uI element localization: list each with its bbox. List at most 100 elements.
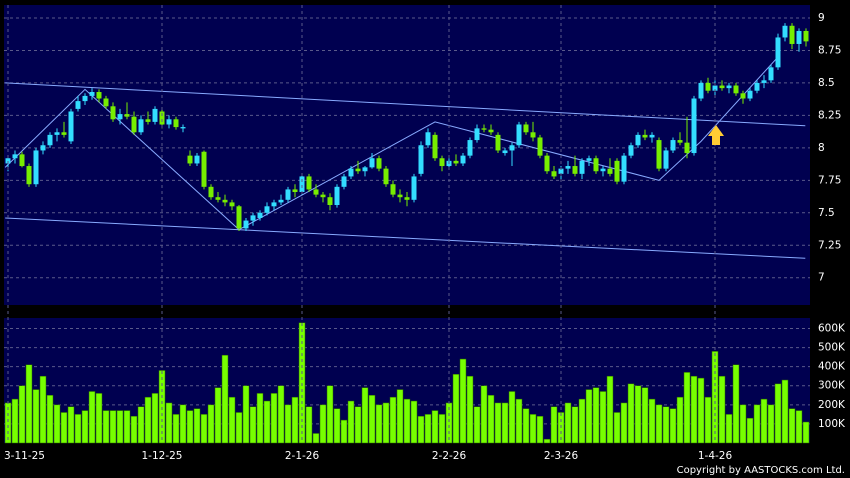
candle-body — [649, 134, 655, 138]
candle-body — [432, 134, 438, 159]
volume-bar — [207, 404, 215, 444]
volume-bar — [319, 404, 327, 444]
candle-body — [138, 119, 144, 133]
candle-body — [551, 171, 557, 177]
candle-body — [628, 145, 634, 156]
candle-body — [733, 85, 739, 94]
candle-body — [243, 220, 249, 229]
candle-body — [523, 124, 529, 133]
volume-bar — [32, 389, 40, 444]
candle-body — [236, 206, 242, 229]
volume-bar — [326, 385, 334, 444]
volume-bar — [235, 412, 243, 444]
volume-bar — [46, 395, 54, 444]
volume-bar — [585, 389, 593, 444]
candle-body — [516, 124, 522, 146]
candle-body — [320, 194, 326, 198]
volume-bar — [760, 398, 768, 444]
candle-body — [698, 82, 704, 99]
candle-body — [376, 158, 382, 169]
candle-body — [264, 206, 270, 213]
candle-body — [712, 85, 718, 91]
candle-body — [215, 197, 221, 200]
volume-bar — [298, 322, 306, 444]
volume-bar — [382, 402, 390, 444]
copyright: Copyright by AASTOCKS.com Ltd. — [677, 465, 845, 476]
volume-bar — [410, 400, 418, 444]
volume-bar — [158, 370, 166, 444]
candle-body — [103, 98, 109, 107]
y-tick-label: 7.5 — [818, 207, 835, 219]
candle-body — [782, 25, 788, 38]
candle-body — [145, 119, 151, 122]
volume-bar — [739, 404, 747, 444]
candle-body — [299, 176, 305, 193]
candle-body — [5, 158, 11, 164]
x-tick-label: 2-3-26 — [544, 450, 579, 462]
volume-bar — [466, 375, 474, 444]
candle-body — [614, 160, 620, 182]
volume-bar — [263, 400, 271, 444]
candle-body — [250, 215, 256, 221]
candle-body — [726, 85, 732, 89]
volume-bar — [543, 438, 551, 444]
candle-body — [201, 151, 207, 187]
candle-body — [383, 168, 389, 185]
y-tick-label: 400K — [818, 361, 846, 373]
candle-body — [40, 145, 46, 151]
candle-body — [229, 202, 235, 207]
volume-bar — [277, 385, 285, 444]
candle-body — [313, 189, 319, 195]
candle-body — [565, 166, 571, 169]
volume-bar — [522, 408, 530, 444]
volume-bar — [39, 375, 47, 444]
volume-bar — [788, 408, 796, 444]
volume-bar — [536, 416, 544, 444]
y-tick-label: 8.5 — [818, 77, 835, 89]
candle-body — [558, 168, 564, 174]
candle-body — [12, 154, 18, 159]
candle-body — [54, 132, 60, 135]
volume-bar — [753, 404, 761, 444]
y-tick-label: 500K — [818, 342, 846, 354]
candle-body — [173, 119, 179, 128]
volume-bar — [431, 410, 439, 444]
candle-body — [705, 82, 711, 91]
candle-body — [607, 168, 613, 174]
candle-body — [327, 197, 333, 205]
y-tick-label: 8 — [818, 142, 825, 154]
candle-body — [600, 168, 606, 172]
candle-body — [453, 160, 459, 164]
candle-body — [768, 67, 774, 81]
candle-body — [488, 129, 494, 133]
volume-bar — [347, 400, 355, 444]
volume-bar — [676, 396, 684, 444]
candle-body — [439, 158, 445, 167]
candle-body — [572, 166, 578, 174]
candle-body — [775, 37, 781, 68]
volume-bar — [795, 410, 803, 444]
candle-body — [481, 128, 487, 130]
candle-body — [754, 82, 760, 91]
volume-bar — [452, 374, 460, 444]
volume-bar — [648, 398, 656, 444]
volume-bar — [417, 416, 425, 444]
candle-body — [691, 98, 697, 154]
candle-body — [159, 111, 165, 125]
candle-body — [390, 184, 396, 195]
candle-body — [369, 158, 375, 168]
candle-body — [19, 154, 25, 167]
candle-body — [425, 132, 431, 146]
volume-bar — [403, 398, 411, 444]
volume-bar — [438, 414, 446, 444]
volume-bar — [613, 412, 621, 444]
candle-body — [355, 168, 361, 172]
y-tick-label: 9 — [818, 12, 825, 24]
candle-body — [152, 108, 158, 122]
candle-body — [761, 80, 767, 83]
candle-body — [334, 186, 340, 205]
candle-body — [306, 176, 312, 190]
volume-bar — [550, 406, 558, 444]
